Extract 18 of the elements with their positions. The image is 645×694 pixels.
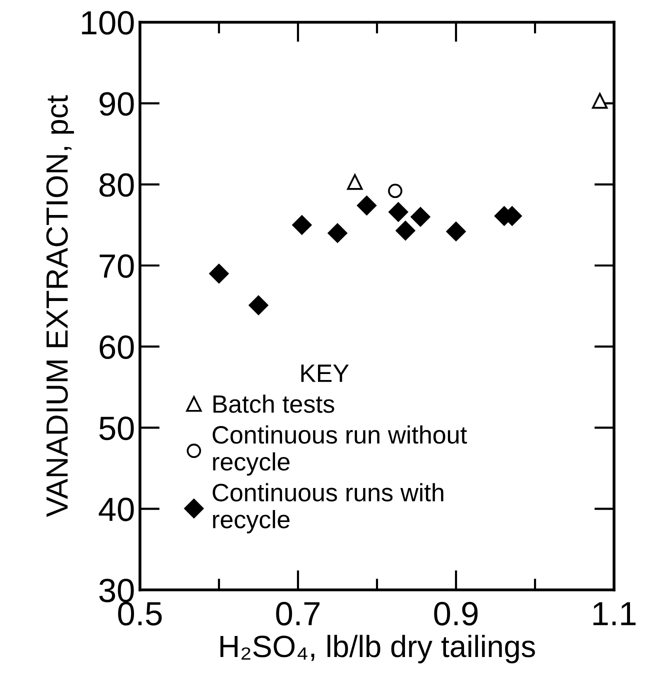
legend-label: Continuous run without recycle [212,425,467,476]
y-tick-label: 70 [100,254,134,278]
y-axis-title: VANADIUM EXTRACTION, pct [46,95,74,518]
y-tick-label: 90 [100,92,134,116]
y-tick-label: 30 [99,578,134,602]
y-tick-label: 80 [99,173,134,197]
x-axis-title: H₂SO₄, lb/lb dry tailings [220,634,535,664]
y-tick-label: 100 [82,11,134,35]
legend-label: Continuous runs with recycle [212,483,444,534]
x-tick-label: 0.7 [276,602,320,626]
y-tick-label: 50 [99,416,134,440]
x-tick-label: 0.5 [118,602,162,626]
y-tick-label: 40 [98,498,134,522]
x-tick-label: 0.9 [434,602,478,626]
x-tick-label: 1.1 [593,602,636,626]
legend-title: KEY [301,364,349,382]
legend-label: Batch tests [213,394,334,413]
y-tick-label: 60 [100,335,134,360]
